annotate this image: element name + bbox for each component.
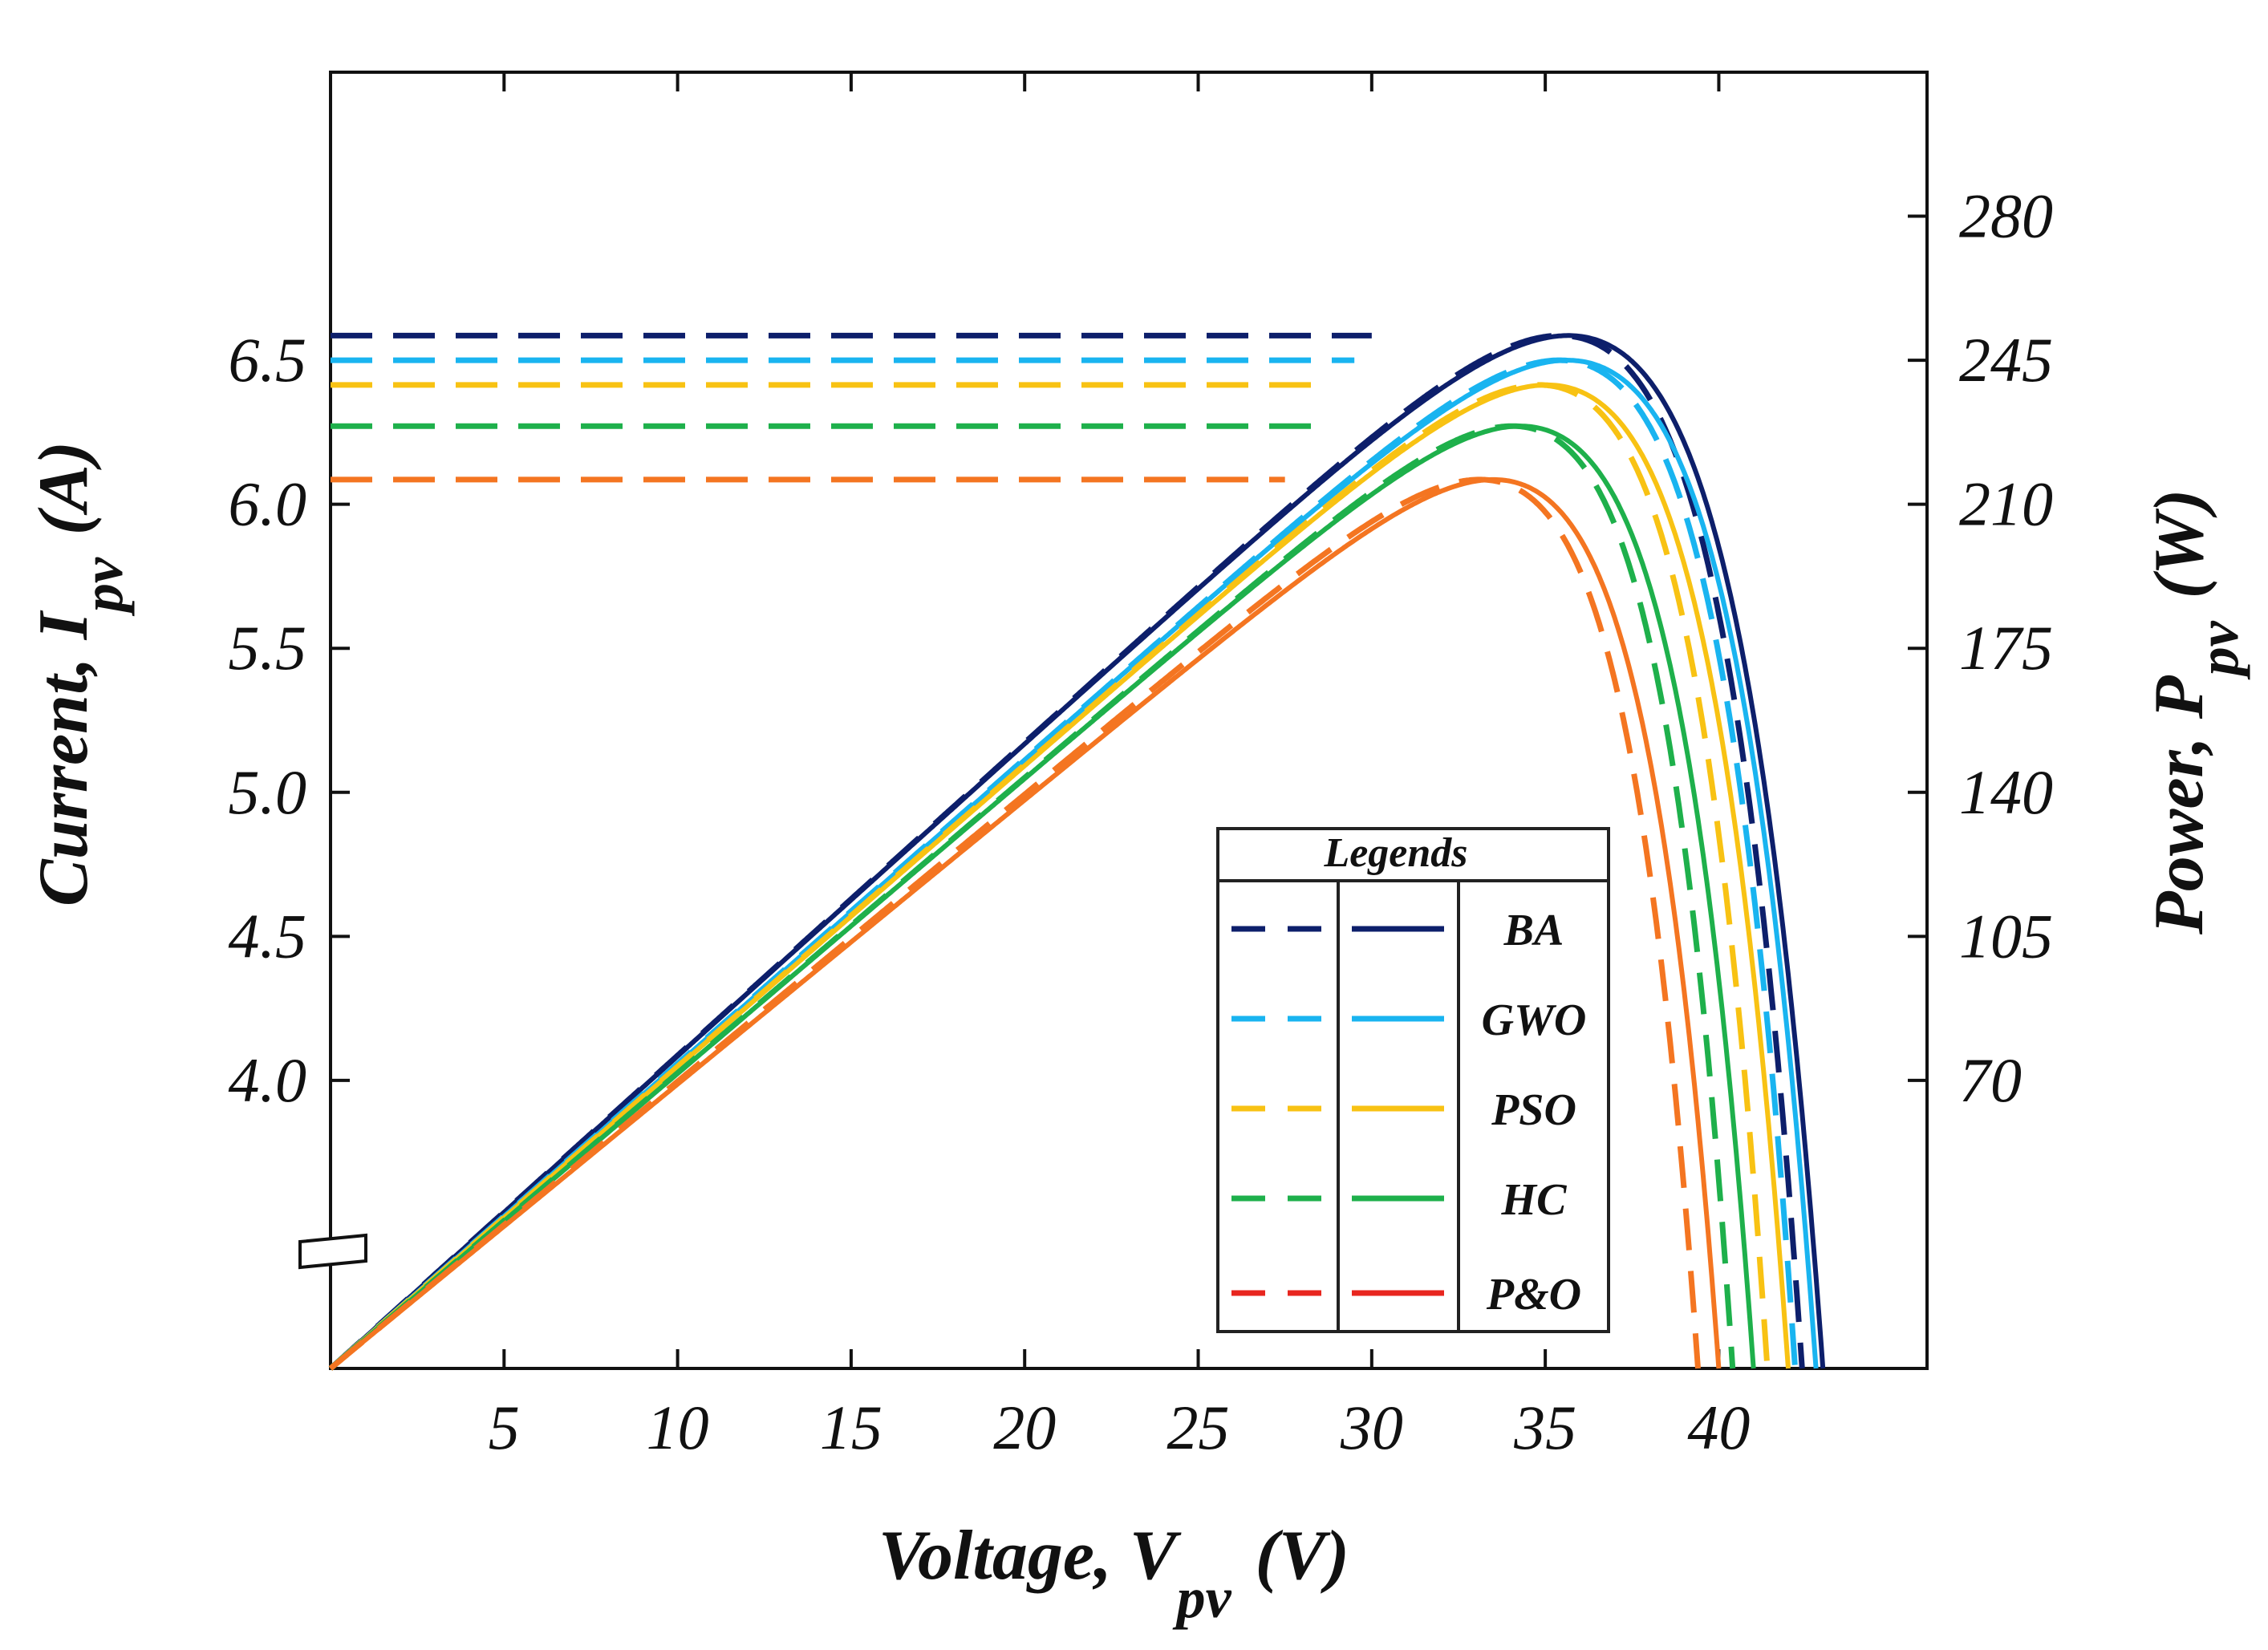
y-axis-label-left-sub: pv <box>71 557 135 617</box>
legend-box <box>1216 827 1610 1333</box>
x-axis-label-sub: pv <box>1172 1566 1232 1630</box>
y-axis-label-right-sub: pv <box>2186 620 2250 680</box>
axis-break-marker <box>298 1233 367 1270</box>
x-tick-label: 30 <box>1340 1393 1403 1462</box>
y-axis-label-left: Current, Ipv (A) <box>25 441 135 906</box>
left-tick-labels: 4.0 4.5 5.0 5.5 6.0 6.5 <box>229 325 307 1115</box>
x-axis-label-main: Voltage, V <box>878 1517 1182 1595</box>
legend-entries: BA GWO PSO HC P&O <box>1231 906 1586 1320</box>
left-tick-label: 6.0 <box>229 469 307 539</box>
legend: Legends BA GWO PSO HC P&O <box>1216 827 1610 1333</box>
plot-frame <box>329 71 1929 1370</box>
plot-frame-rect <box>329 71 1929 1370</box>
x-tick-label: 5 <box>489 1393 520 1462</box>
right-tick-label: 140 <box>1959 757 2053 827</box>
series-lines <box>328 332 1826 1371</box>
x-tick-label: 15 <box>820 1393 882 1462</box>
left-tick-label: 6.5 <box>229 325 307 395</box>
right-tick-label: 210 <box>1959 469 2053 539</box>
legend-entry-label: PSO <box>1491 1085 1576 1135</box>
series-solid-curve <box>329 476 1722 1371</box>
x-tick-labels: 5 10 15 20 25 30 35 40 <box>489 1393 1751 1462</box>
legend-entry-label: BA <box>1503 906 1564 955</box>
y-axis-label-right-main: Power, P <box>2140 675 2218 935</box>
legend-entry-label: P&O <box>1486 1270 1581 1320</box>
right-tick-label: 105 <box>1959 901 2053 971</box>
left-tick-label: 5.5 <box>229 613 307 683</box>
x-tick-label: 20 <box>993 1393 1056 1462</box>
legend-entry-label: GWO <box>1482 995 1587 1045</box>
legend-title: Legends <box>1323 830 1467 876</box>
series-solid-curve <box>329 333 1826 1371</box>
series-solid-curve <box>329 382 1791 1371</box>
x-tick-label: 25 <box>1167 1393 1230 1462</box>
right-tick-labels: 70 105 140 175 210 245 280 <box>1959 181 2053 1115</box>
x-axis-label: Voltage, Vpv (V) <box>878 1517 1349 1630</box>
right-tick-label: 245 <box>1959 325 2053 395</box>
right-tick-label: 175 <box>1959 613 2053 683</box>
left-tick-label: 5.0 <box>229 757 307 827</box>
x-tick-label: 40 <box>1687 1393 1750 1462</box>
series-solid-curve <box>329 424 1756 1371</box>
legend-entry-label: HC <box>1501 1175 1568 1225</box>
x-tick-label: 35 <box>1513 1393 1576 1462</box>
x-tick-label: 10 <box>647 1393 709 1462</box>
y-axis-label-right: Power, Ppv (W) <box>2140 489 2250 935</box>
axis-break-shape <box>298 1233 367 1270</box>
x-axis-label-unit: (V) <box>1256 1517 1349 1595</box>
y-axis-label-left-main: Current, I <box>25 610 103 906</box>
right-tick-label: 280 <box>1959 181 2053 251</box>
right-tick-label: 70 <box>1959 1045 2022 1115</box>
y-axis-label-right-unit: (W) <box>2140 489 2218 599</box>
left-tick-label: 4.0 <box>229 1045 307 1115</box>
left-tick-label: 4.5 <box>229 901 307 971</box>
y-axis-label-left-unit: (A) <box>25 441 103 535</box>
